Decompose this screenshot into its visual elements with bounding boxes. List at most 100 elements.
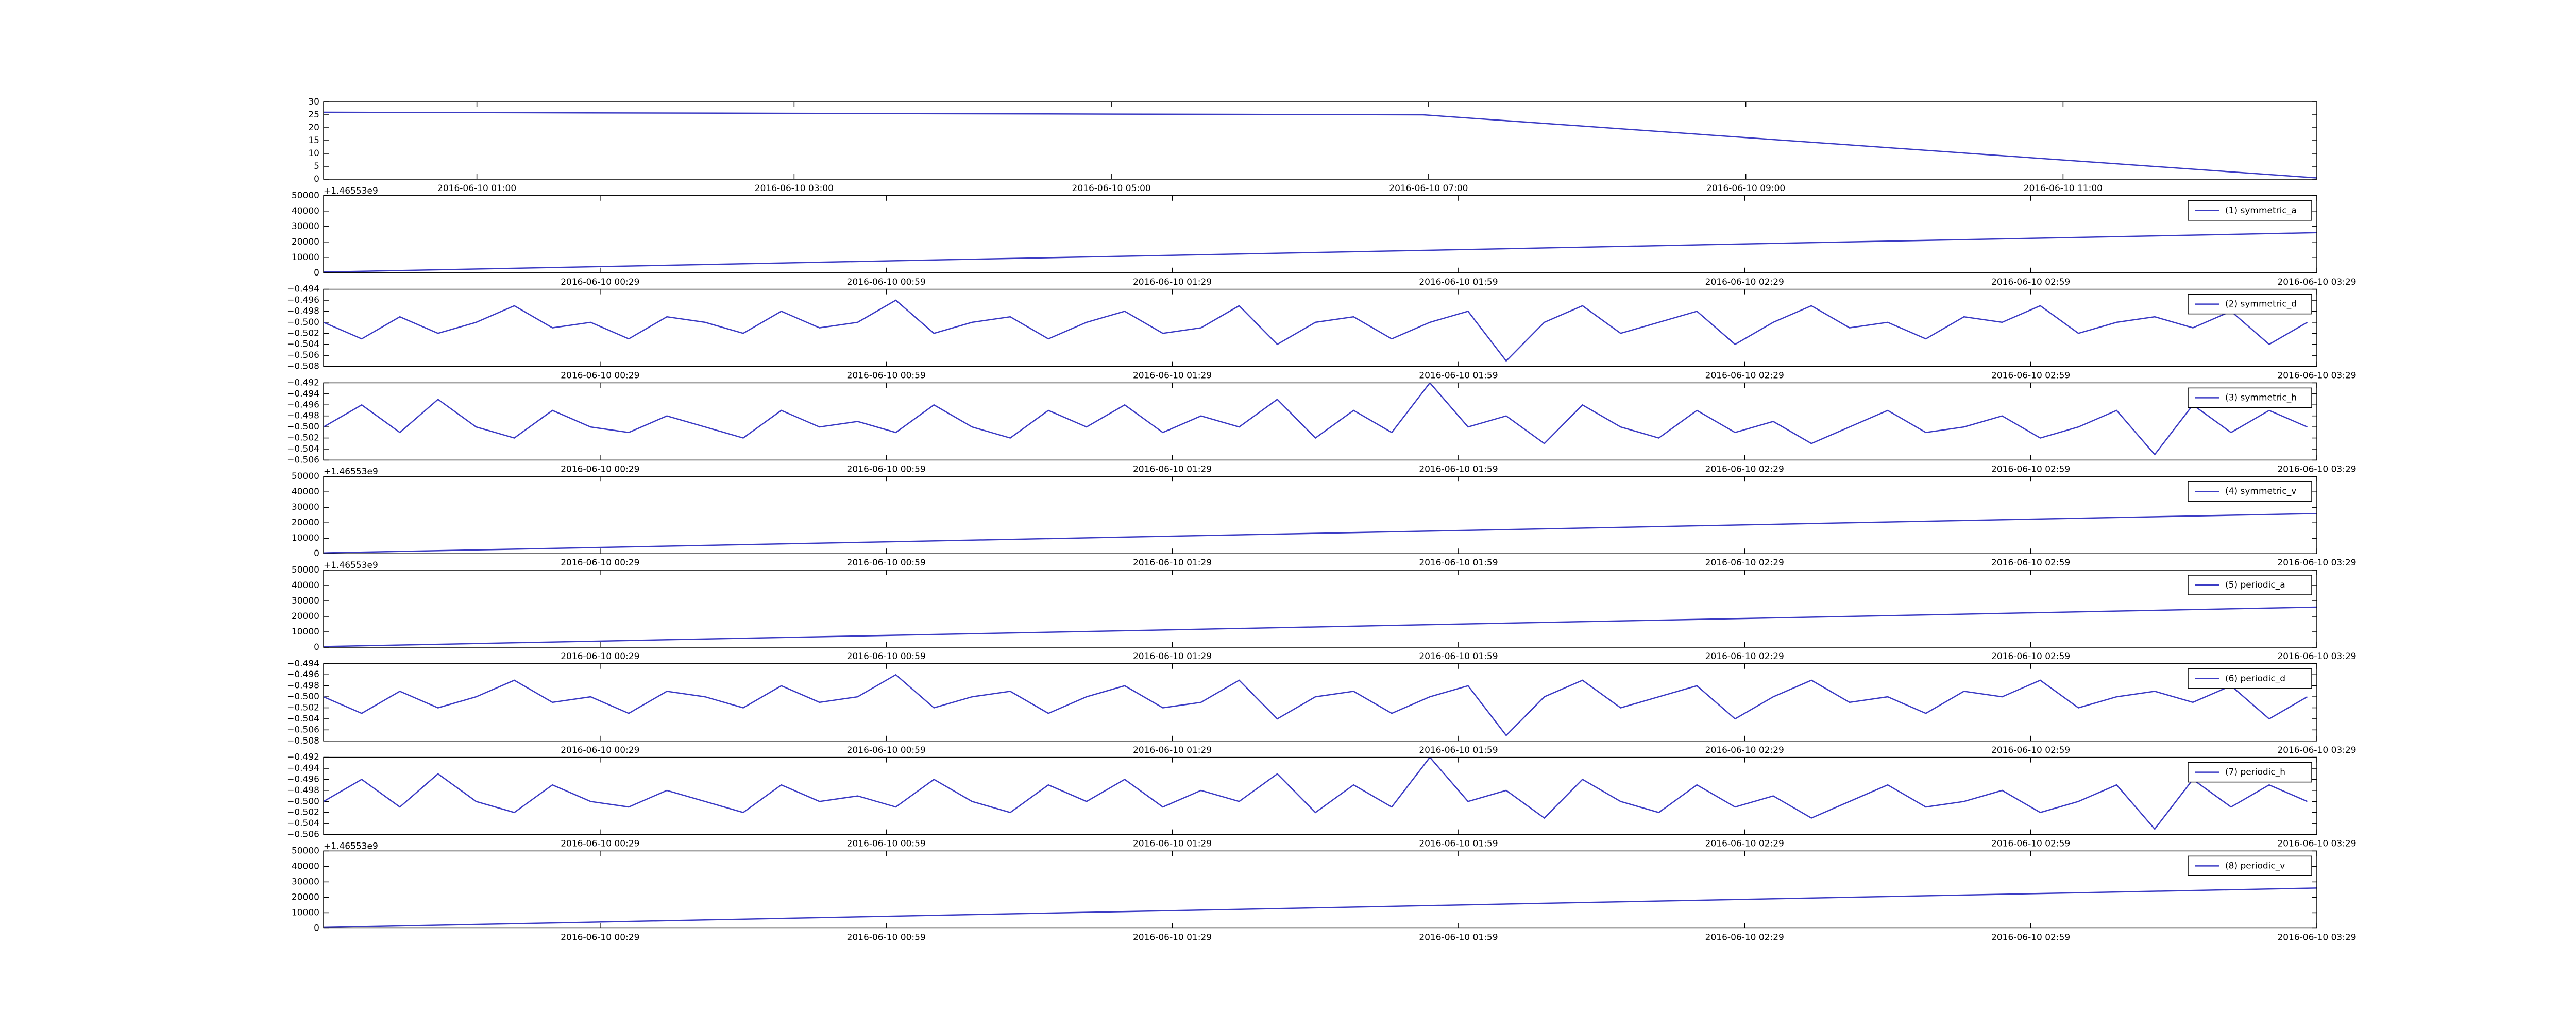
legend-label: (3) symmetric_h xyxy=(2225,392,2297,403)
x-tick-label: 2016-06-10 02:29 xyxy=(1705,932,1784,942)
x-tick-label: 2016-06-10 01:59 xyxy=(1419,558,1498,568)
x-tick-label: 2016-06-10 02:59 xyxy=(1991,745,2070,755)
plot-area xyxy=(324,111,2317,179)
y-tick-label: 0 xyxy=(314,268,319,278)
y-tick-label: −0.500 xyxy=(287,317,319,328)
x-tick-label: 2016-06-10 02:29 xyxy=(1705,651,1784,662)
x-tick-label: 2016-06-10 01:29 xyxy=(1133,558,1212,568)
x-tick-label: 2016-06-10 01:29 xyxy=(1133,371,1212,381)
y-tick-label: 30000 xyxy=(292,596,319,606)
axes-frame xyxy=(323,195,2317,273)
y-tick-label: 10000 xyxy=(292,907,319,918)
x-tick-label: 2016-06-10 01:59 xyxy=(1419,745,1498,755)
axes-frame xyxy=(323,756,2317,835)
x-tick-label: 2016-06-10 01:00 xyxy=(437,183,516,194)
legend-label: (4) symmetric_v xyxy=(2225,486,2296,496)
plot-area xyxy=(324,757,2308,830)
y-tick-label: −0.502 xyxy=(287,433,319,443)
y-tick-label: 50000 xyxy=(292,565,319,575)
x-tick-label: 2016-06-10 01:29 xyxy=(1133,277,1212,287)
series-line xyxy=(324,887,2317,928)
y-tick-label: −0.502 xyxy=(287,328,319,338)
y-tick-label: −0.504 xyxy=(287,444,319,454)
x-tick-label: 2016-06-10 03:29 xyxy=(2277,371,2356,381)
offset-label: +1.46553e9 xyxy=(324,467,378,477)
plot-area xyxy=(324,887,2317,928)
legend-box xyxy=(2188,575,2312,595)
y-tick-label: 20 xyxy=(308,123,319,133)
x-tick-label: 2016-06-10 05:00 xyxy=(1072,183,1151,194)
y-tick-label: −0.506 xyxy=(287,455,319,465)
y-tick-label: 40000 xyxy=(292,206,319,216)
axes-frame xyxy=(323,101,2317,180)
x-tick-label: 2016-06-10 01:59 xyxy=(1419,371,1498,381)
series-line xyxy=(324,383,2308,456)
x-tick-label: 2016-06-10 00:29 xyxy=(561,277,639,287)
y-tick-label: −0.494 xyxy=(287,659,319,669)
axes-frame xyxy=(323,476,2317,554)
x-tick-label: 2016-06-10 00:29 xyxy=(561,839,639,849)
x-tick-label: 2016-06-10 03:29 xyxy=(2277,464,2356,474)
x-tick-label: 2016-06-10 00:59 xyxy=(847,464,926,474)
x-tick-label: 2016-06-10 03:29 xyxy=(2277,277,2356,287)
y-tick-label: 30000 xyxy=(292,876,319,887)
y-tick-label: 50000 xyxy=(292,471,319,481)
x-tick-label: 2016-06-10 00:29 xyxy=(561,651,639,662)
x-tick-label: 2016-06-10 02:59 xyxy=(1991,371,2070,381)
y-tick-label: −0.506 xyxy=(287,830,319,840)
x-tick-label: 2016-06-10 03:29 xyxy=(2277,839,2356,849)
x-tick-label: 2016-06-10 00:29 xyxy=(561,464,639,474)
axes-frame xyxy=(323,570,2317,648)
x-tick-label: 2016-06-10 03:29 xyxy=(2277,651,2356,662)
series-line xyxy=(324,111,2317,179)
y-tick-label: −0.494 xyxy=(287,284,319,295)
y-tick-label: −0.502 xyxy=(287,703,319,713)
x-tick-label: 2016-06-10 01:29 xyxy=(1133,932,1212,942)
y-tick-label: −0.494 xyxy=(287,389,319,399)
legend-label: (8) periodic_v xyxy=(2225,861,2285,871)
y-tick-label: 20000 xyxy=(292,237,319,247)
y-tick-label: −0.498 xyxy=(287,785,319,796)
plot-area xyxy=(324,383,2308,456)
series-line xyxy=(324,232,2317,273)
y-tick-label: −0.492 xyxy=(287,377,319,388)
x-tick-label: 2016-06-10 00:29 xyxy=(561,558,639,568)
y-tick-label: 30000 xyxy=(292,221,319,232)
x-tick-label: 2016-06-10 00:59 xyxy=(847,932,926,942)
plot-area xyxy=(324,512,2317,554)
y-tick-label: 50000 xyxy=(292,191,319,201)
x-tick-label: 2016-06-10 01:59 xyxy=(1419,464,1498,474)
x-tick-label: 2016-06-10 03:29 xyxy=(2277,745,2356,755)
series-line xyxy=(324,606,2317,647)
legend-label: (7) periodic_h xyxy=(2225,767,2285,778)
x-tick-label: 2016-06-10 01:29 xyxy=(1133,651,1212,662)
x-tick-label: 2016-06-10 01:59 xyxy=(1419,932,1498,942)
x-tick-label: 2016-06-10 00:59 xyxy=(847,839,926,849)
x-tick-label: 2016-06-10 03:00 xyxy=(755,183,834,194)
legend-label: (2) symmetric_d xyxy=(2225,299,2297,309)
y-tick-label: 10000 xyxy=(292,533,319,543)
y-tick-label: −0.496 xyxy=(287,774,319,784)
offset-label: +1.46553e9 xyxy=(324,560,378,571)
y-tick-label: 20000 xyxy=(292,892,319,902)
axes-frame xyxy=(323,382,2317,461)
y-tick-label: −0.498 xyxy=(287,306,319,316)
x-tick-label: 2016-06-10 02:29 xyxy=(1705,839,1784,849)
x-tick-label: 2016-06-10 00:29 xyxy=(561,745,639,755)
series-line xyxy=(324,512,2317,554)
y-tick-label: 30 xyxy=(308,97,319,107)
plot-area xyxy=(324,674,2308,736)
y-tick-label: 10000 xyxy=(292,627,319,637)
x-tick-label: 2016-06-10 03:29 xyxy=(2277,558,2356,568)
x-tick-label: 2016-06-10 02:59 xyxy=(1991,277,2070,287)
offset-label: +1.46553e9 xyxy=(324,186,378,196)
x-tick-label: 2016-06-10 00:59 xyxy=(847,745,926,755)
x-tick-label: 2016-06-10 02:29 xyxy=(1705,277,1784,287)
plot-area xyxy=(324,299,2308,362)
legend-label: (5) periodic_a xyxy=(2225,580,2285,590)
y-tick-label: 0 xyxy=(314,548,319,559)
y-tick-label: 40000 xyxy=(292,580,319,591)
x-tick-label: 2016-06-10 01:59 xyxy=(1419,839,1498,849)
x-tick-label: 2016-06-10 00:29 xyxy=(561,371,639,381)
